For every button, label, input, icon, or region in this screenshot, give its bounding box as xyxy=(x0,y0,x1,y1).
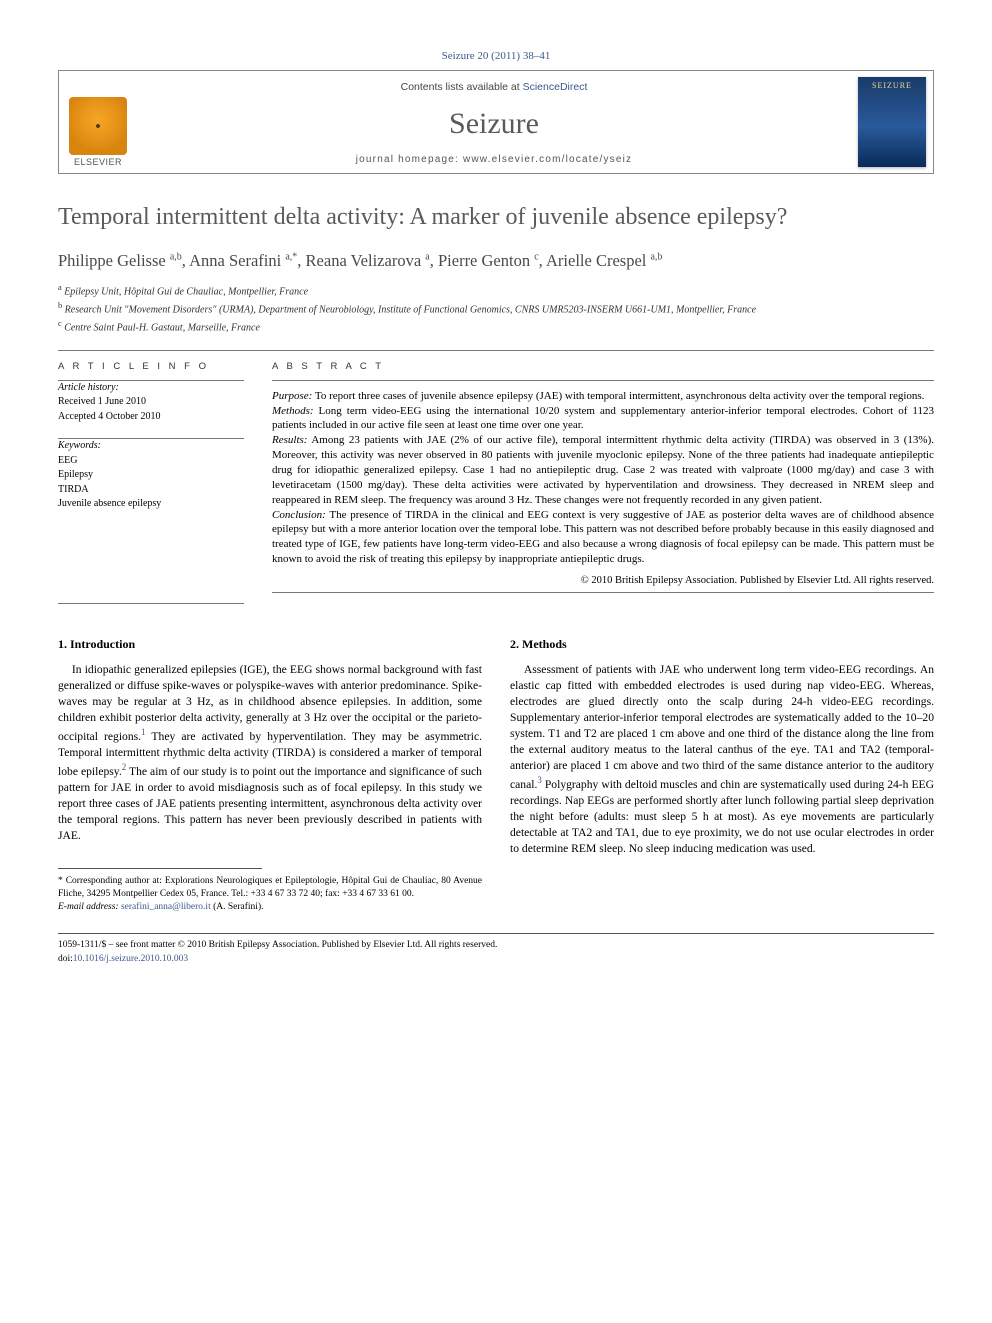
abstract-copyright: © 2010 British Epilepsy Association. Pub… xyxy=(272,575,934,586)
body-two-column: 1. Introduction In idiopathic generalize… xyxy=(58,636,934,914)
journal-name: Seizure xyxy=(145,107,843,141)
abstract-body: Purpose: To report three cases of juveni… xyxy=(272,389,934,567)
rule-meta-bottom xyxy=(58,603,244,604)
homepage-label: journal homepage: xyxy=(356,154,463,165)
journal-reference: Seizure 20 (2011) 38–41 xyxy=(58,50,934,62)
article-history: Article history: Received 1 June 2010 Ac… xyxy=(58,381,244,425)
section-heading-methods: 2. Methods xyxy=(510,636,934,653)
contents-available-line: Contents lists available at ScienceDirec… xyxy=(145,81,843,93)
abstract-column: A B S T R A C T Purpose: To report three… xyxy=(272,361,934,593)
footer-copyright: 1059-1311/$ – see front matter © 2010 Br… xyxy=(58,939,934,952)
keywords-block: Keywords: EEGEpilepsyTIRDAJuvenile absen… xyxy=(58,439,244,512)
methods-paragraph: Assessment of patients with JAE who unde… xyxy=(510,662,934,857)
journal-cover-thumbnail xyxy=(858,77,926,167)
corresponding-email-link[interactable]: serafini_anna@libero.it xyxy=(121,902,211,912)
footer: 1059-1311/$ – see front matter © 2010 Br… xyxy=(58,939,934,966)
section-heading-intro: 1. Introduction xyxy=(58,636,482,653)
article-info-heading: A R T I C L E I N F O xyxy=(58,361,244,372)
accepted-date: Accepted 4 October 2010 xyxy=(58,410,244,425)
email-line: E-mail address: serafini_anna@libero.it … xyxy=(58,901,482,914)
rule-top xyxy=(58,350,934,351)
affiliations: a Epilepsy Unit, Hôpital Gui de Chauliac… xyxy=(58,282,934,335)
contents-prefix: Contents lists available at xyxy=(401,81,523,93)
elsevier-tree-icon xyxy=(69,97,127,155)
article-title: Temporal intermittent delta activity: A … xyxy=(58,202,934,232)
received-date: Received 1 June 2010 xyxy=(58,395,244,410)
article-info-column: A R T I C L E I N F O Article history: R… xyxy=(58,361,244,593)
homepage-url[interactable]: www.elsevier.com/locate/yseiz xyxy=(463,154,632,165)
footnotes: * Corresponding author at: Explorations … xyxy=(58,875,482,913)
corresponding-author: * Corresponding author at: Explorations … xyxy=(58,875,482,901)
publisher-logo-col: ELSEVIER xyxy=(59,71,137,173)
footer-rule xyxy=(58,933,934,934)
doi-link[interactable]: 10.1016/j.seizure.2010.10.003 xyxy=(73,954,188,964)
history-label: Article history: xyxy=(58,381,244,396)
footnote-separator xyxy=(58,868,262,869)
keywords-list: EEGEpilepsyTIRDAJuvenile absence epileps… xyxy=(58,454,244,512)
journal-homepage-line: journal homepage: www.elsevier.com/locat… xyxy=(145,154,843,165)
keywords-label: Keywords: xyxy=(58,439,244,454)
author-list: Philippe Gelisse a,b, Anna Serafini a,*,… xyxy=(58,250,934,272)
abstract-heading: A B S T R A C T xyxy=(272,361,934,372)
publisher-name: ELSEVIER xyxy=(69,157,127,167)
journal-header: ELSEVIER Contents lists available at Sci… xyxy=(58,70,934,174)
doi-label: doi: xyxy=(58,954,73,964)
intro-paragraph: In idiopathic generalized epilepsies (IG… xyxy=(58,662,482,844)
sciencedirect-link[interactable]: ScienceDirect xyxy=(523,81,588,93)
cover-thumb-col xyxy=(851,71,933,173)
